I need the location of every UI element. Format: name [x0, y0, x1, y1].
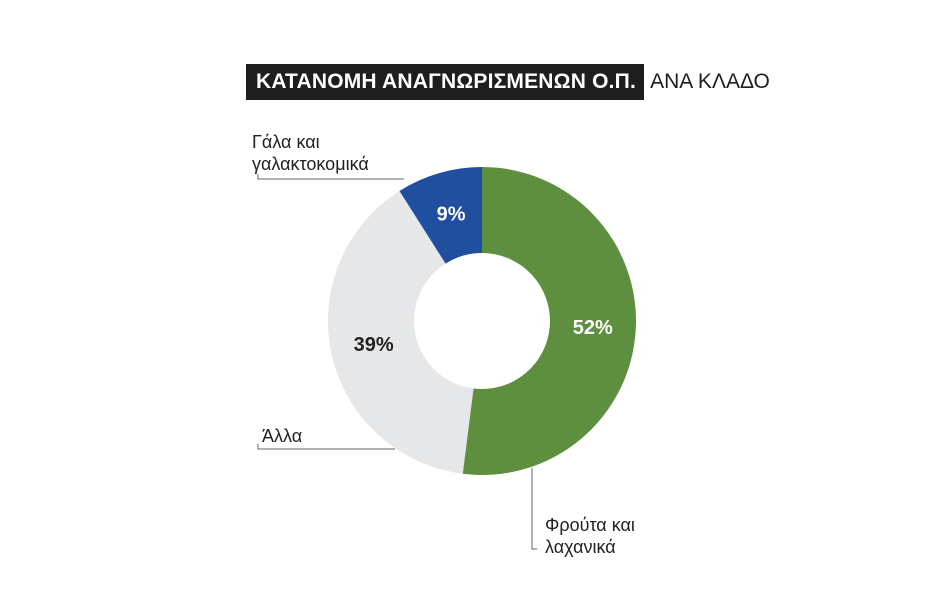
data-label-fruit: 52%: [573, 317, 613, 339]
slice-data-labels: 52% 39% 9%: [354, 203, 613, 356]
callout-other: Άλλα: [262, 425, 302, 447]
callout-fruit: Φρούτα και λαχανικά: [545, 514, 635, 558]
donut-slices: [327, 167, 636, 475]
donut-slice-other: [327, 190, 474, 474]
chart-title: ΚΑΤΑΝΟΜΗ ΑΝΑΓΝΩΡΙΣΜΕΝΩΝ Ο.Π. ΑΝΑ ΚΛΑΔΟ: [246, 64, 770, 100]
donut-slice-fruit: [462, 167, 636, 475]
callout-fruit-line1: Φρούτα και: [545, 515, 635, 535]
callout-leader-lines: [257, 174, 537, 550]
chart-title-sub: ΑΝΑ ΚΛΑΔΟ: [650, 70, 770, 93]
data-label-other: 39%: [354, 334, 394, 356]
leader-line-fruit: [531, 468, 537, 550]
leader-line-dairy: [257, 174, 404, 180]
callout-fruit-line2: λαχανικά: [545, 537, 616, 557]
callout-dairy-line1: Γάλα και: [252, 132, 320, 152]
data-label-dairy: 9%: [437, 203, 466, 225]
callout-dairy-line2: γαλακτοκομικά: [252, 154, 369, 174]
chart-title-main: ΚΑΤΑΝΟΜΗ ΑΝΑΓΝΩΡΙΣΜΕΝΩΝ Ο.Π.: [246, 64, 645, 100]
donut-slice-dairy: [399, 167, 482, 264]
callout-other-line1: Άλλα: [262, 426, 303, 446]
leader-line-other: [257, 444, 395, 450]
callout-dairy: Γάλα και γαλακτοκομικά: [252, 131, 369, 175]
